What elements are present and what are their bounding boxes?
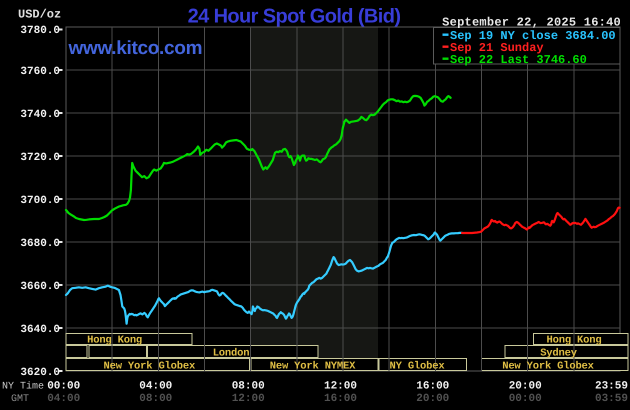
svg-text:3780.0: 3780.0 bbox=[20, 25, 60, 37]
svg-text:12:00: 12:00 bbox=[232, 393, 265, 405]
svg-text:New York Globex: New York Globex bbox=[104, 360, 196, 372]
svg-text:September 22, 2025 16:40: September 22, 2025 16:40 bbox=[442, 16, 621, 30]
svg-text:Hong Kong: Hong Kong bbox=[87, 334, 142, 346]
svg-text:3680.0: 3680.0 bbox=[20, 238, 60, 250]
svg-text:00:00: 00:00 bbox=[47, 381, 80, 393]
svg-text:08:00: 08:00 bbox=[139, 393, 172, 405]
svg-text:08:00: 08:00 bbox=[232, 381, 265, 393]
svg-text:04:00: 04:00 bbox=[139, 381, 172, 393]
svg-text:04:00: 04:00 bbox=[47, 393, 80, 405]
svg-text:3720.0: 3720.0 bbox=[20, 152, 60, 164]
svg-text:16:00: 16:00 bbox=[324, 393, 357, 405]
svg-text:03:59: 03:59 bbox=[595, 393, 628, 405]
svg-text:23:59: 23:59 bbox=[595, 381, 628, 393]
svg-text:London: London bbox=[213, 347, 250, 359]
svg-text:3660.0: 3660.0 bbox=[20, 281, 60, 293]
svg-text:Sep 22 Last 3746.60: Sep 22 Last 3746.60 bbox=[450, 53, 587, 67]
svg-text:00:00: 00:00 bbox=[509, 393, 542, 405]
svg-text:www.kitco.com: www.kitco.com bbox=[68, 38, 203, 59]
svg-text:12:00: 12:00 bbox=[324, 381, 357, 393]
svg-text:Sydney: Sydney bbox=[540, 347, 578, 359]
svg-text:16:00: 16:00 bbox=[416, 381, 449, 393]
svg-text:24 Hour Spot Gold (Bid): 24 Hour Spot Gold (Bid) bbox=[188, 6, 401, 28]
svg-text:Sep 21 Sunday: Sep 21 Sunday bbox=[450, 41, 544, 55]
svg-text:3700.0: 3700.0 bbox=[20, 195, 60, 207]
svg-text:3640.0: 3640.0 bbox=[20, 324, 60, 336]
svg-text:20:00: 20:00 bbox=[509, 381, 542, 393]
svg-text:New York NYMEX: New York NYMEX bbox=[270, 360, 356, 372]
svg-text:3760.0: 3760.0 bbox=[20, 66, 60, 78]
svg-text:USD/oz: USD/oz bbox=[18, 8, 61, 22]
svg-text:Hong Kong: Hong Kong bbox=[547, 334, 602, 346]
svg-text:NY Globex: NY Globex bbox=[390, 360, 446, 372]
svg-text:3620.0: 3620.0 bbox=[20, 367, 60, 379]
svg-text:20:00: 20:00 bbox=[416, 393, 449, 405]
svg-text:Sep 19 NY close 3684.00: Sep 19 NY close 3684.00 bbox=[450, 29, 616, 43]
svg-text:NY Time: NY Time bbox=[2, 381, 44, 393]
svg-text:New York Globex: New York Globex bbox=[502, 360, 594, 372]
svg-text:GMT: GMT bbox=[11, 394, 29, 405]
svg-text:3740.0: 3740.0 bbox=[20, 109, 60, 121]
